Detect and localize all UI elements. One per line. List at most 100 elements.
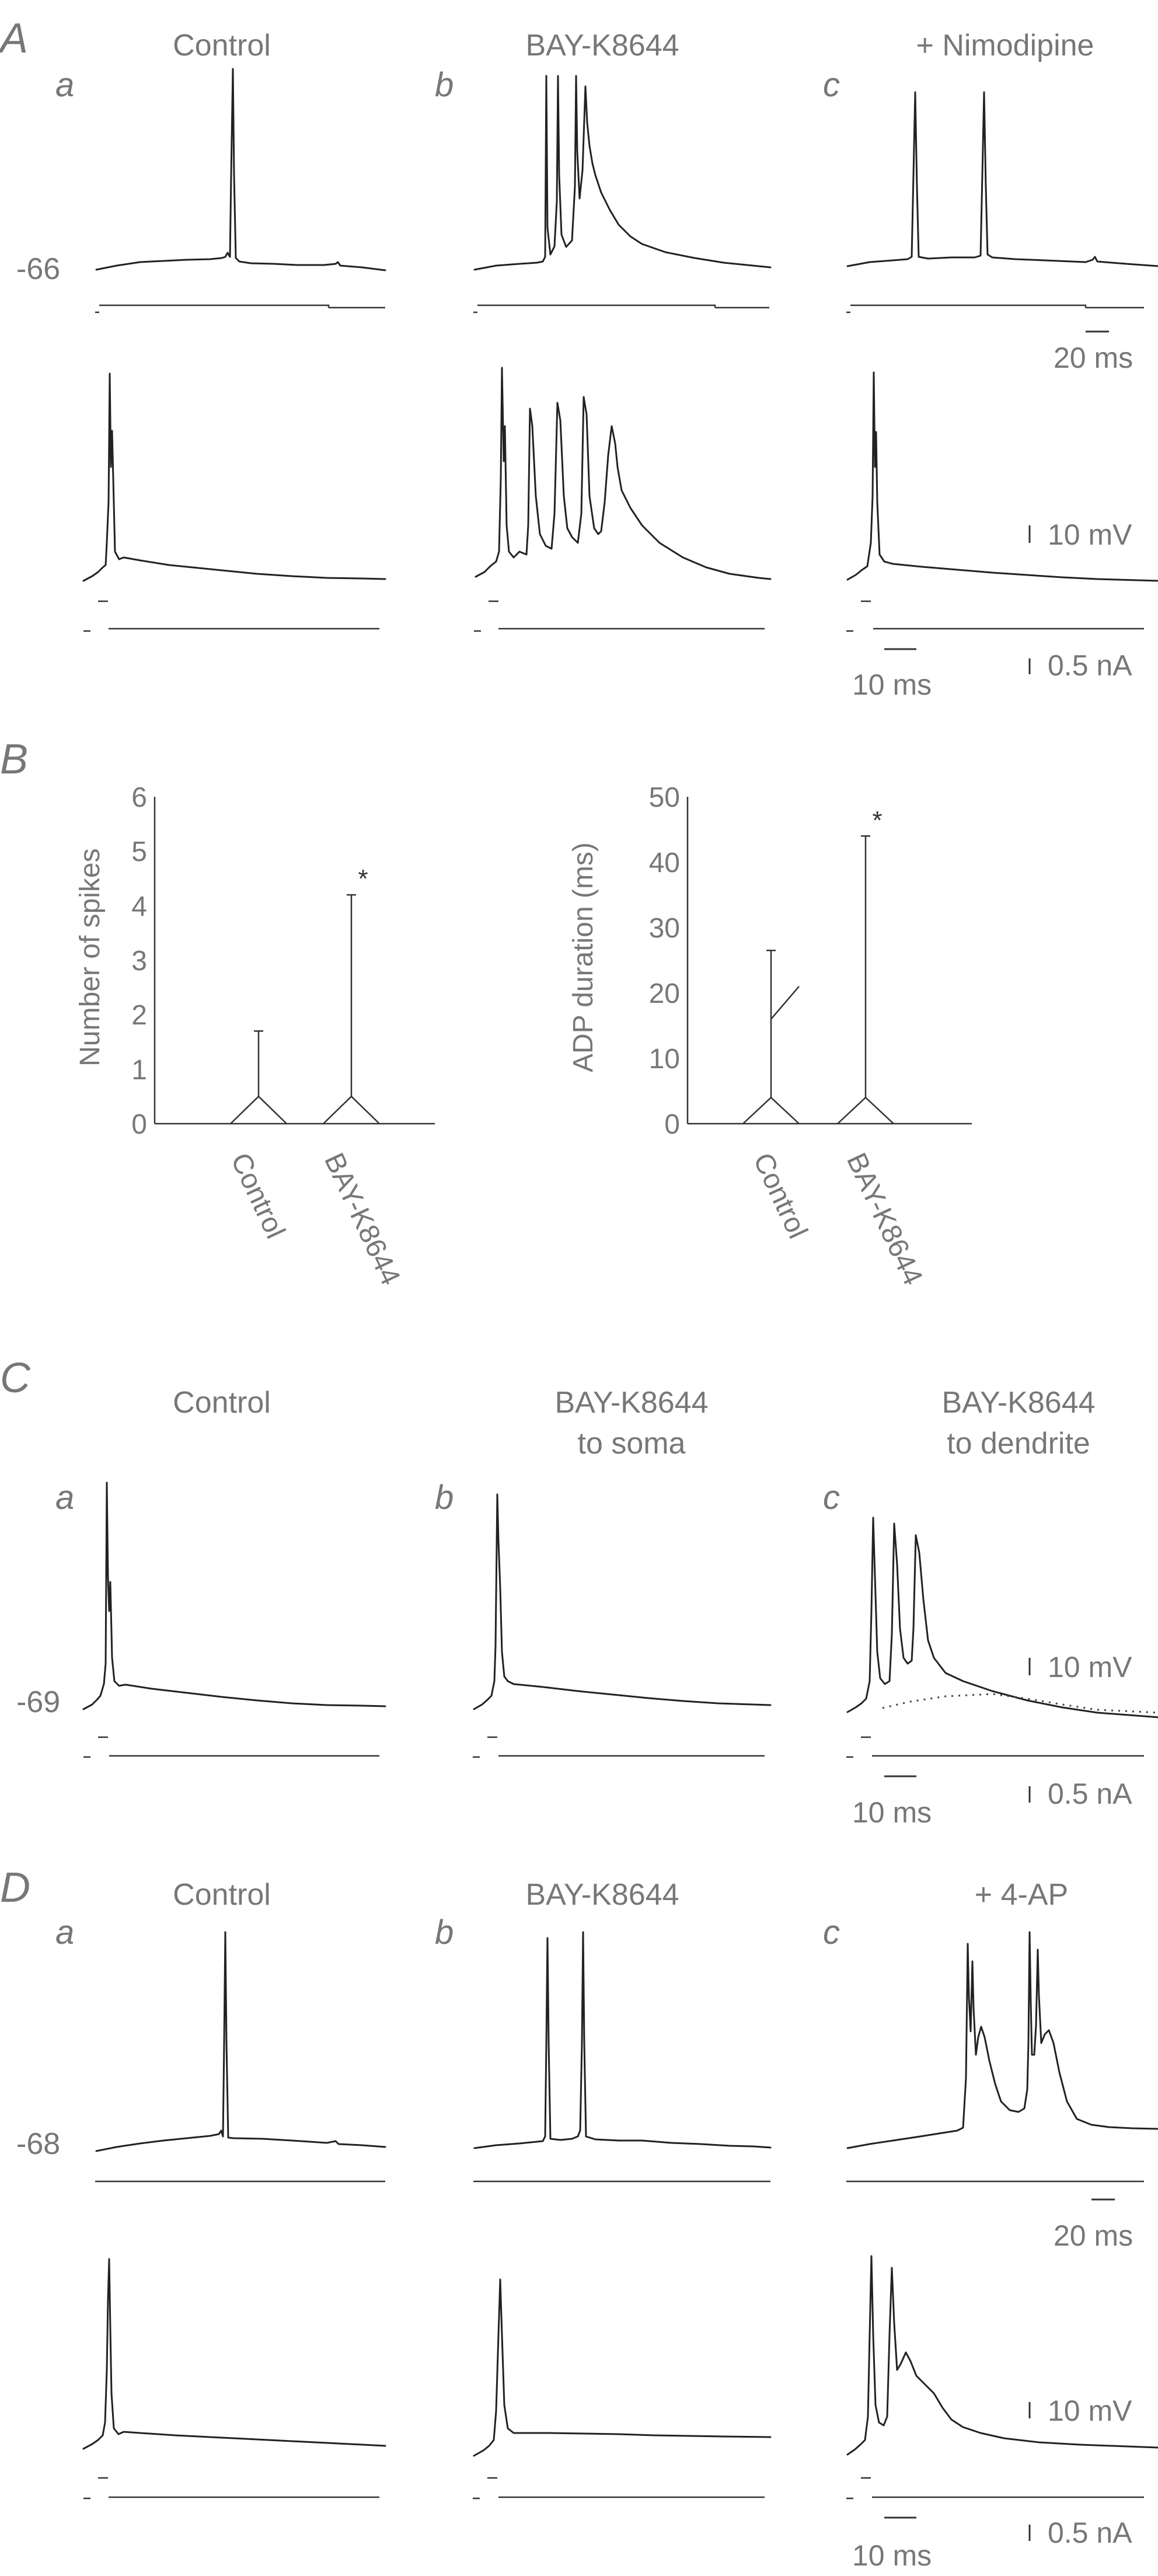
panel-d-sub-a: a (55, 1913, 74, 1951)
trace-d-4ap-slow (846, 1931, 1158, 2149)
spikes-bar-0 (230, 1095, 287, 1124)
spikes-tick-4: 4 (131, 891, 147, 922)
spikes-significance: * (358, 865, 368, 893)
scale-label-d-10mv: 10 mV (1048, 2394, 1132, 2427)
cmd-c-soma (473, 1736, 765, 1758)
trace-a-nimo-slow (846, 91, 1158, 267)
adp-bar-0 (742, 1096, 800, 1124)
panel-a-title-bay: BAY-K8644 (525, 29, 679, 62)
scale-label-d-05na: 0.5 nA (1048, 2516, 1132, 2549)
scale-label-d-10ms: 10 ms (852, 2539, 932, 2572)
panel-b: B 0 1 2 3 4 5 6 Number of spikes Control… (0, 736, 972, 1290)
trace-d-bay-slow (473, 1931, 772, 2149)
panel-d-title-bay: BAY-K8644 (525, 1878, 679, 1912)
trace-c-dendrite (846, 1517, 1158, 1719)
cmd-a-bay-slow (473, 304, 769, 313)
panel-a-title-control: Control (173, 29, 271, 62)
spikes-marks (230, 894, 380, 1124)
adp-tick-20: 20 (649, 978, 680, 1009)
trace-c-control (82, 1482, 386, 1710)
panel-d: D a b c Control BAY-K8644 + 4-AP -68 20 … (0, 1864, 1158, 2572)
scale-label-c-10ms: 10 ms (852, 1796, 932, 1829)
adp-tick-40: 40 (649, 848, 680, 879)
panel-a-sub-c: c (823, 66, 840, 104)
spikes-tick-2: 2 (131, 1000, 147, 1031)
panel-c-sub-a: a (55, 1479, 74, 1517)
trace-d-4ap-fast (846, 2255, 1158, 2456)
adp-tick-10: 10 (649, 1044, 680, 1075)
adp-y-title: ADP duration (ms) (568, 842, 599, 1072)
trace-c-dendrite-control-overlay (882, 1693, 1158, 1714)
panel-d-title-4ap: + 4-AP (975, 1878, 1068, 1912)
panel-d-resting-potential: -68 (16, 2127, 60, 2161)
adp-y-ticks: 0 10 20 30 40 50 (649, 782, 680, 1140)
spikes-tick-1: 1 (131, 1055, 147, 1086)
adp-xlabel-bay: BAY-K8644 (840, 1148, 929, 1290)
scale-label-a-05na: 0.5 nA (1048, 649, 1132, 682)
panel-b-letter: B (0, 736, 28, 783)
cmd-d-control-fast (83, 2477, 379, 2500)
spikes-xlabel-control: Control (225, 1148, 291, 1243)
spikes-tick-5: 5 (131, 836, 147, 867)
adp-control-annotation-stroke (770, 985, 800, 1020)
panel-c-sub-c: c (823, 1479, 840, 1517)
adp-chart: 0 10 20 30 40 50 ADP duration (ms) Contr… (568, 782, 972, 1290)
spikes-y-title: Number of spikes (75, 848, 106, 1066)
panel-d-title-control: Control (173, 1878, 271, 1912)
trace-d-bay-fast (473, 2278, 772, 2457)
adp-tick-50: 50 (649, 782, 680, 813)
trace-a-bay-slow (473, 75, 772, 271)
trace-c-soma (473, 1493, 772, 1710)
spikes-tick-0: 0 (131, 1109, 147, 1140)
cmd-a-nimo-slow (846, 304, 1144, 313)
trace-a-control-slow (95, 68, 386, 271)
scale-label-c-05na: 0.5 nA (1048, 1777, 1132, 1810)
trace-d-control-slow (95, 1931, 386, 2152)
cmd-d-4ap-fast (846, 2477, 1144, 2500)
panel-c-title-dendrite-1: BAY-K8644 (941, 1386, 1095, 1420)
panel-c-title-soma-1: BAY-K8644 (554, 1386, 708, 1420)
panel-c-title-dendrite-2: to dendrite (947, 1427, 1090, 1460)
adp-tick-30: 30 (649, 913, 680, 944)
panel-c-title-control: Control (173, 1386, 271, 1420)
panel-c-letter: C (0, 1355, 31, 1402)
spikes-xlabel-bay: BAY-K8644 (318, 1148, 406, 1290)
trace-a-control-fast (82, 372, 386, 582)
spikes-bar-1 (323, 1095, 380, 1124)
adp-marks (742, 835, 894, 1124)
panel-a-resting-potential: -66 (16, 252, 60, 286)
cmd-a-bay-fast (474, 600, 765, 632)
panel-a: A a b c Control BAY-K8644 + Nimodipine -… (0, 15, 1158, 701)
trace-a-nimo-fast (846, 371, 1158, 582)
panel-d-sub-c: c (823, 1913, 840, 1951)
cmd-c-control (83, 1736, 379, 1758)
spikes-tick-6: 6 (131, 782, 147, 813)
scale-label-a-10mv: 10 mV (1048, 518, 1132, 551)
scale-label-d-20ms: 20 ms (1054, 2219, 1133, 2252)
panel-c: C a b c Control BAY-K8644 to soma BAY-K8… (0, 1355, 1158, 1829)
cmd-a-control-slow (95, 304, 385, 313)
panel-a-sub-a: a (55, 66, 74, 104)
adp-tick-0: 0 (664, 1109, 680, 1140)
spikes-tick-3: 3 (131, 946, 147, 977)
panel-c-resting-potential: -69 (16, 1685, 60, 1719)
panel-d-letter: D (0, 1864, 30, 1911)
panel-c-sub-b: b (435, 1479, 454, 1517)
adp-bar-1 (837, 1096, 894, 1124)
cmd-a-nimo-fast (846, 600, 1144, 632)
scale-label-a-10ms: 10 ms (852, 668, 932, 701)
adp-xlabel-control: Control (747, 1148, 813, 1243)
panel-a-letter: A (0, 15, 28, 62)
panel-a-title-nimodipine: + Nimodipine (916, 29, 1094, 62)
adp-significance: * (872, 806, 882, 835)
cmd-c-dendrite (846, 1736, 1144, 1758)
scale-label-c-10mv: 10 mV (1048, 1651, 1132, 1683)
scale-label-a-20ms: 20 ms (1054, 341, 1133, 374)
trace-a-bay-fast (475, 367, 772, 580)
cmd-a-control-fast (83, 600, 379, 632)
cmd-d-bay-fast (473, 2477, 765, 2500)
spikes-y-ticks: 0 1 2 3 4 5 6 (131, 782, 147, 1140)
spikes-chart: 0 1 2 3 4 5 6 Number of spikes Control B… (75, 782, 435, 1290)
panel-a-sub-b: b (435, 66, 454, 104)
